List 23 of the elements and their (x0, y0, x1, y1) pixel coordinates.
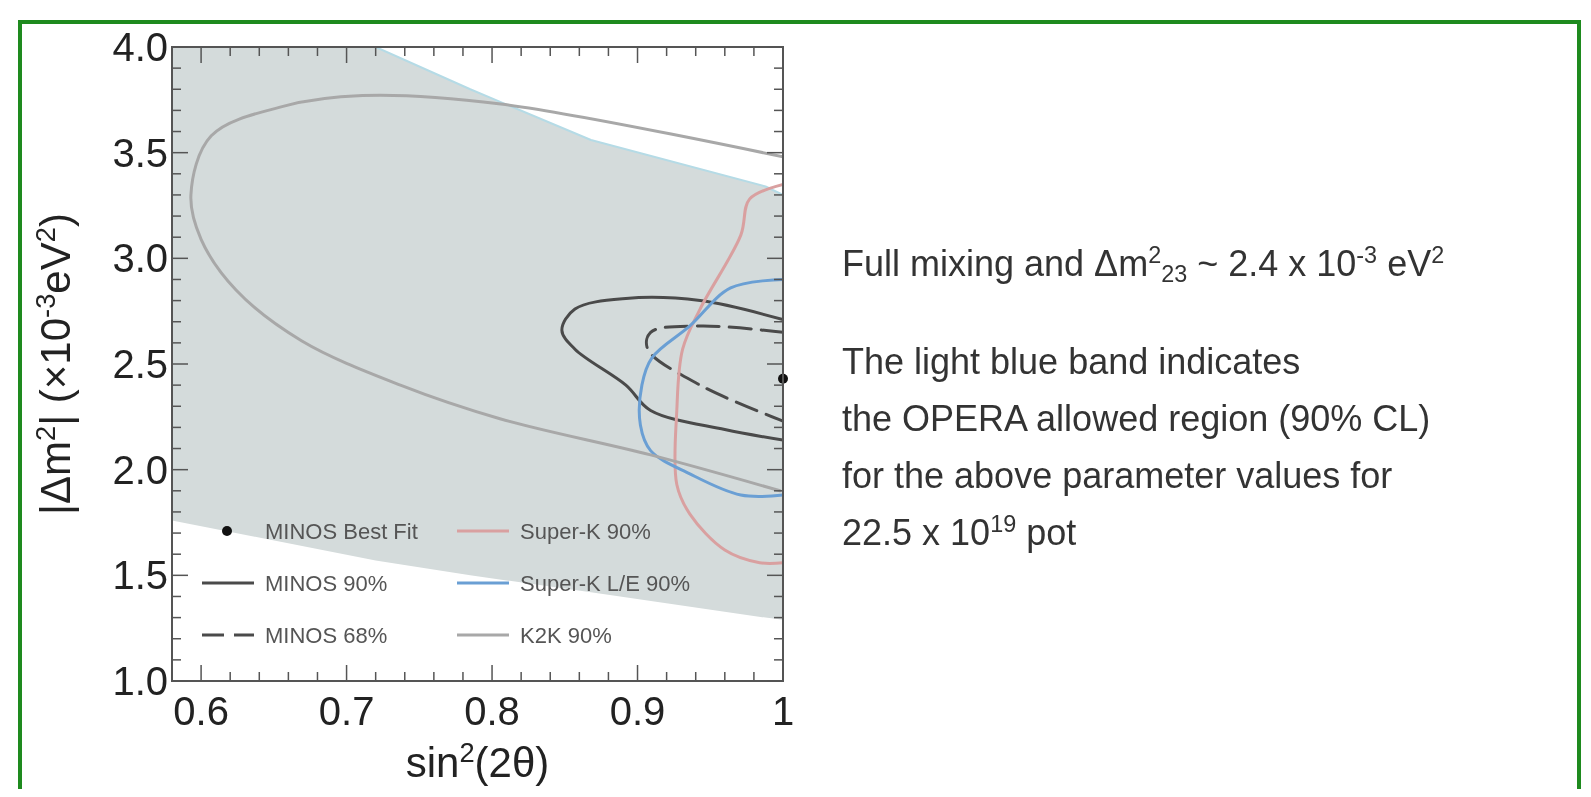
x-tick-label: 0.6 (173, 689, 229, 733)
text: Full mixing and Δm$^{2}$$_{23}$ ~ 2.4 x 10$^{-3}$ eV$^{2}$ (842, 242, 1445, 287)
x-axis-title: sin$^{2}$(2θ) (405, 737, 550, 786)
y-tick-label: 2.0 (112, 447, 168, 492)
line-series (189, 93, 783, 493)
line-series (637, 277, 783, 498)
legend-label: Super-K L/E 90% (520, 571, 690, 596)
y-tick-label: 2.5 (112, 342, 168, 386)
y-tick-label: 4.0 (112, 25, 168, 69)
x-tick-label: 1 (771, 689, 795, 733)
legend-label: MINOS 68% (265, 623, 388, 648)
legend-label: K2K 90% (520, 623, 612, 648)
y-tick-label: 3.5 (112, 130, 168, 175)
x-tick-label: 0.9 (609, 689, 666, 733)
text: The light blue band indicates the OPERA allowed region (90% CL) for the above parameter values for 22.5 x 10$^{19}$ pot (842, 341, 1431, 553)
legend-label: MINOS 90% (265, 571, 388, 596)
legend-label: Super-K 90% (520, 519, 651, 544)
y-tick-label: 1.5 (112, 553, 168, 598)
y-tick-label: 3.0 (112, 236, 168, 281)
y-tick-label: 1.0 (112, 659, 168, 703)
x-tick-label: 0.7 (318, 689, 375, 733)
legend-label: MINOS Best Fit (265, 519, 418, 544)
x-tick-label: 0.8 (464, 689, 520, 733)
